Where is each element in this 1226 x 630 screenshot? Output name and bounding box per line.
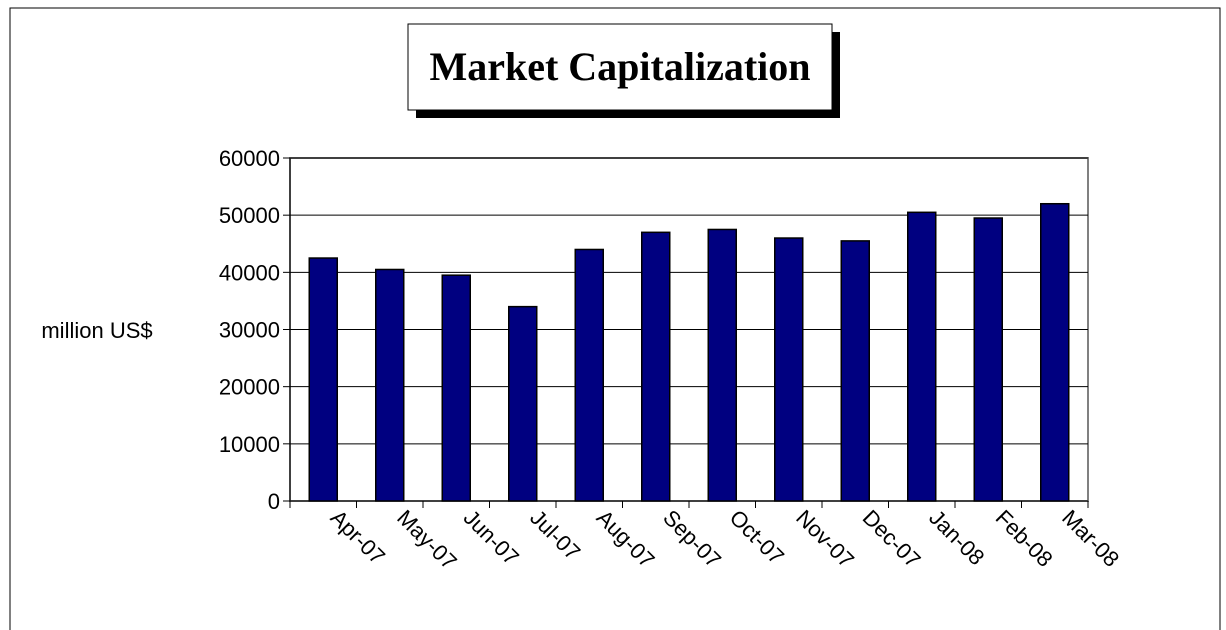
y-tick-label: 20000 [219,375,280,400]
bar [375,268,405,502]
chart-title: Market Capitalization [429,44,810,89]
y-tick-label: 50000 [219,203,280,228]
bar [308,257,338,502]
y-tick-label: 40000 [219,260,280,285]
bar [840,240,870,502]
bar [508,305,538,502]
bar [441,274,471,502]
bar [707,228,737,502]
bar [1040,202,1070,502]
y-axis-label: million US$ [41,318,152,343]
bar [907,211,937,502]
y-tick-label: 60000 [219,146,280,171]
y-tick-label: 0 [268,489,280,514]
bar [641,231,671,502]
bar [574,248,604,502]
title-box [407,23,833,111]
bar [774,237,804,502]
y-tick-label: 30000 [219,318,280,343]
y-tick-label: 10000 [219,432,280,457]
bar [973,217,1003,502]
